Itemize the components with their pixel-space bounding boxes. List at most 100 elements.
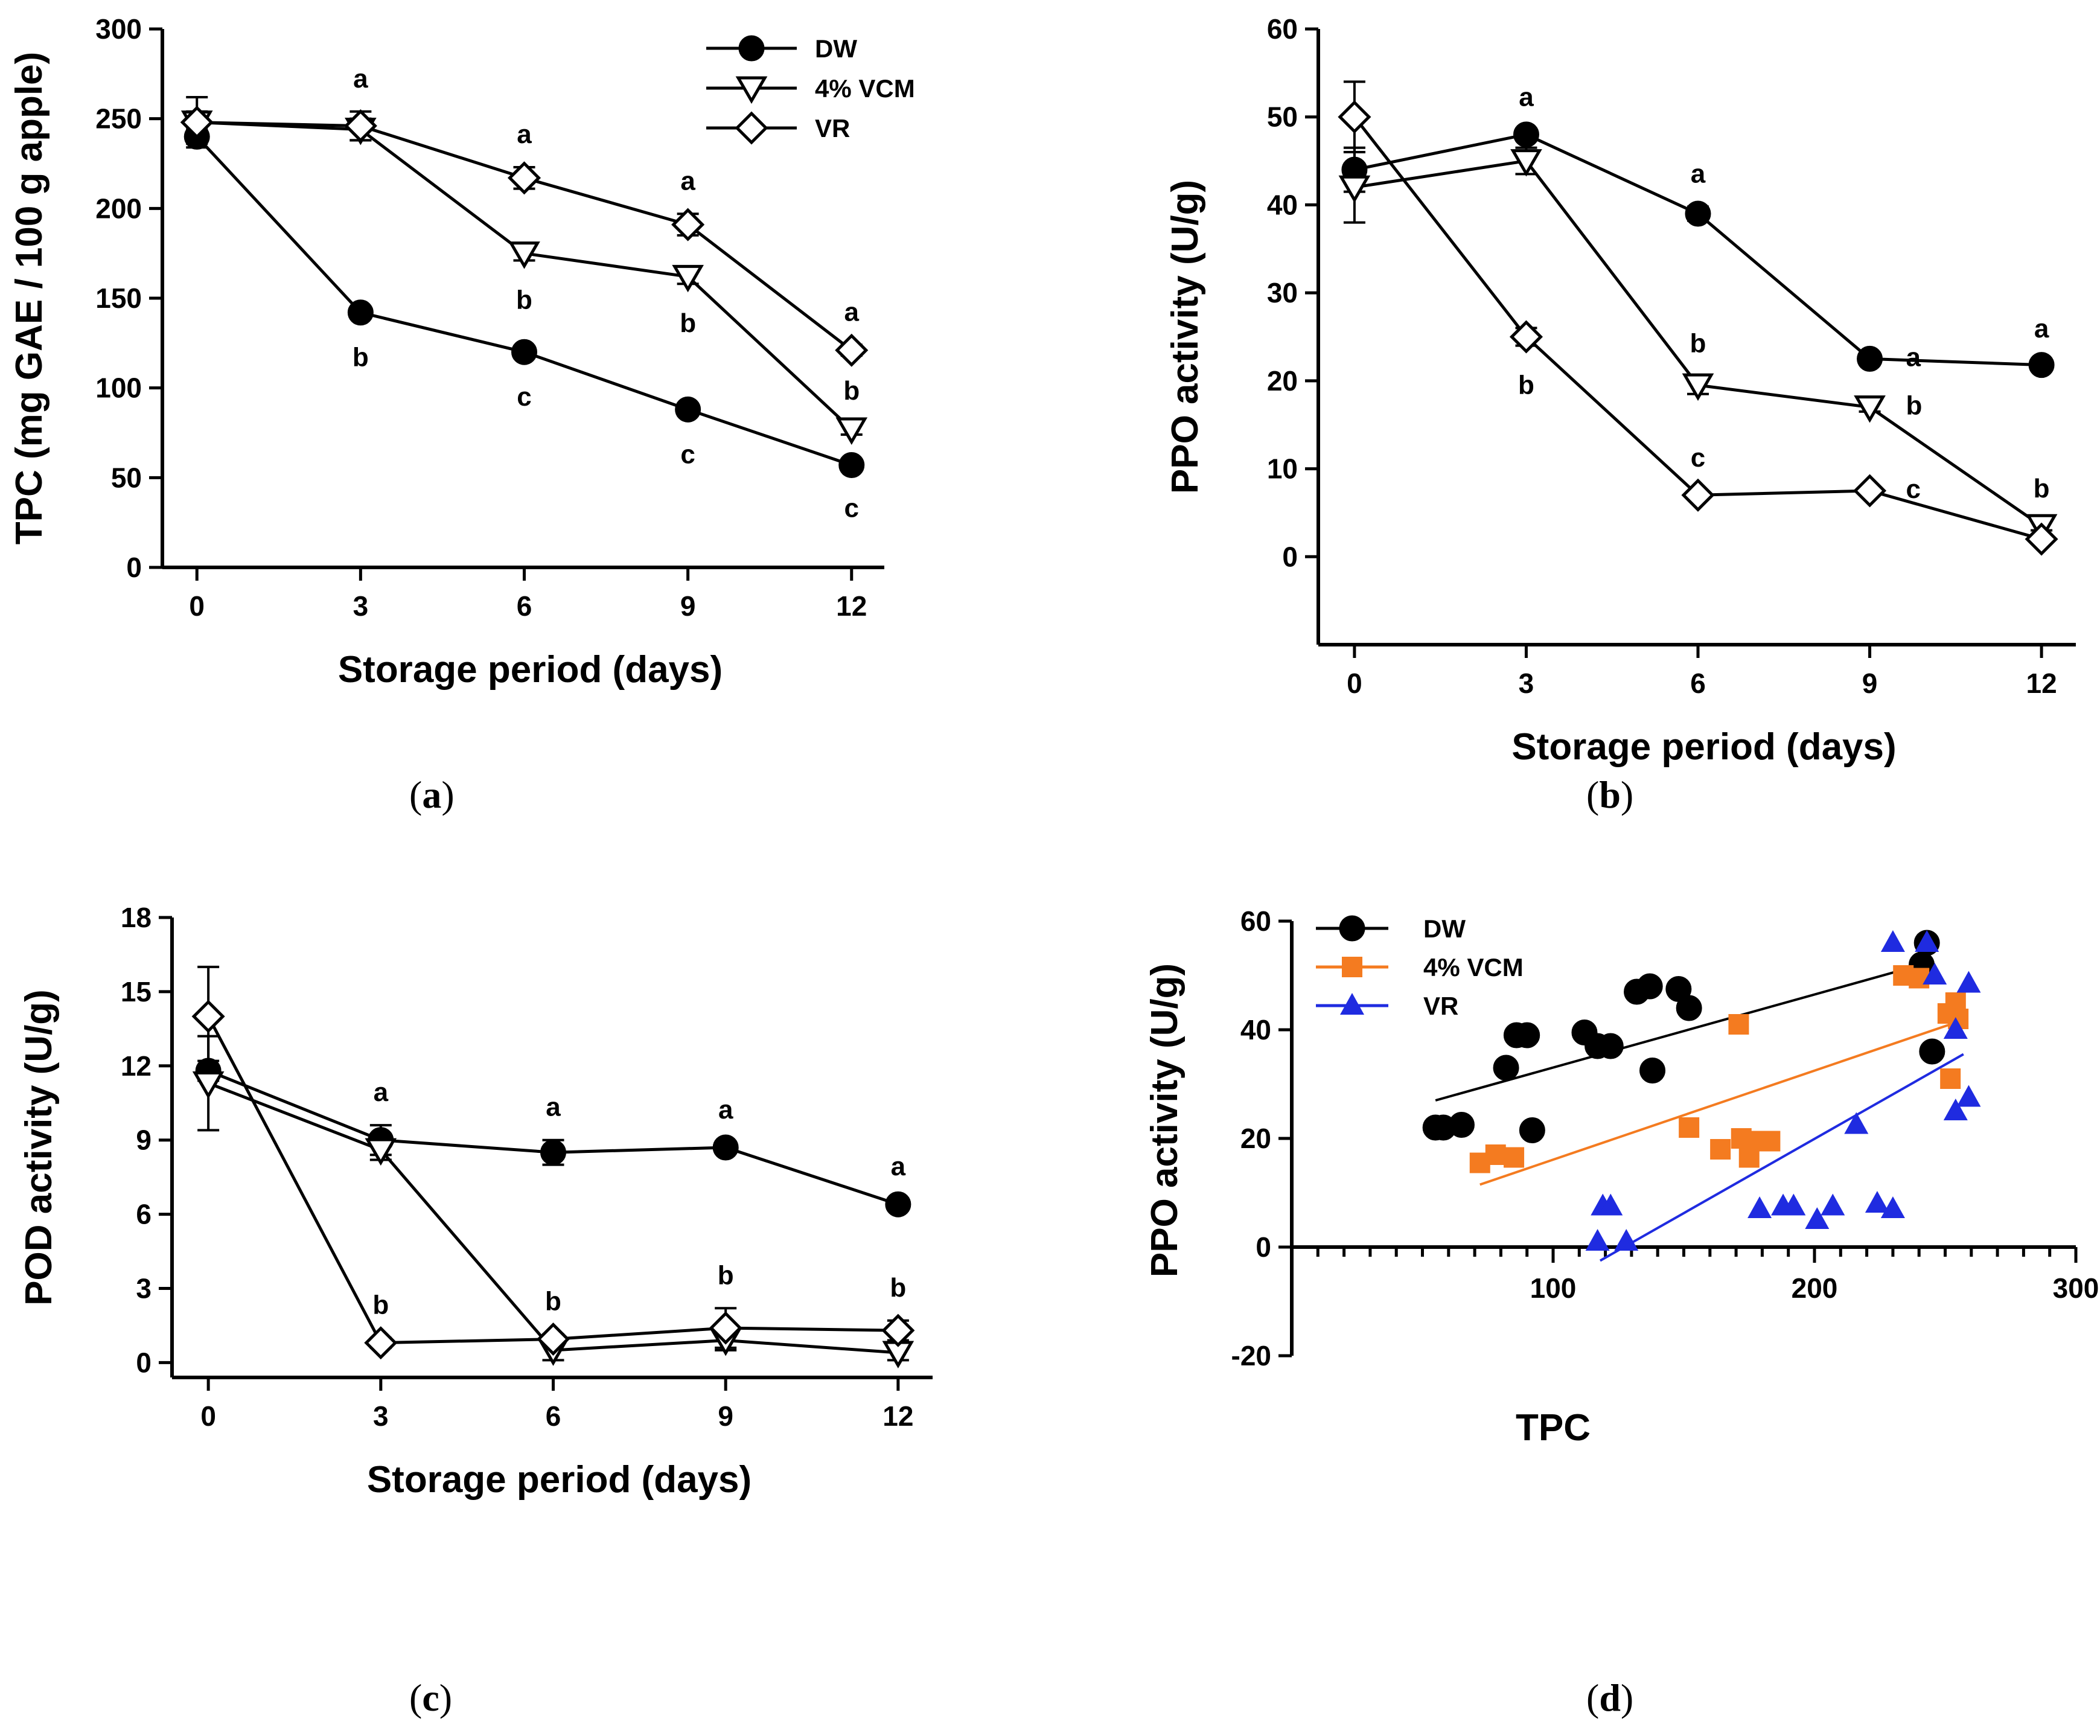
chart-a-series-vr-point [180,106,214,139]
chart-d-series-vr-point [1747,1196,1772,1218]
chart-d-series-4-vcm-point [1679,1117,1700,1138]
chart-a-series-4-vcm-point [835,417,868,445]
chart-d-x-axis-label: TPC [1516,1407,1591,1449]
chart-a-series-vr-point [835,333,869,367]
chart-a-series-vr-letter: a [353,64,368,94]
chart-a-legend-vr-label: VR [815,114,850,142]
chart-a-y-axis-label: TPC (mg GAE / 100 g apple) [8,52,50,544]
chart-d-series-dw-point [1676,995,1702,1021]
caption-d-letter: d [1599,1676,1621,1719]
chart-d-series-4-vcm-point [1485,1144,1506,1165]
chart-c-series-vr-letter: b [890,1273,906,1303]
chart-b-series-4-vcm-point [1854,395,1886,423]
chart-a-legend-vr-marker [735,111,768,145]
chart-b-x-tick-label: 12 [2026,668,2057,699]
chart-a-series-4-vcm-point [508,241,540,269]
chart-c-y-axis-label: POD activity (U/g) [18,989,60,1306]
chart-d-series-4-vcm-point [1760,1131,1781,1152]
chart-b-y-tick-label: 10 [1267,453,1298,485]
chart-a-x-tick-label: 0 [189,590,205,622]
chart-b-y-tick-label: 40 [1267,189,1298,220]
chart-c-y-tick-label: 9 [136,1125,152,1156]
chart-a-series-vr-letter: a [844,297,860,327]
chart-b-y-tick-label: 30 [1267,277,1298,308]
chart-d-series-4-vcm-point [1504,1147,1525,1168]
chart-a-series-4-vcm-point [672,264,704,293]
chart-d-series-dw-point [1597,1033,1624,1059]
chart-a-series-4-vcm-letter: b [843,376,860,406]
chart-a-y-tick-label: 300 [95,13,142,45]
chart-b-y-axis-label: PPO activity (U/g) [1164,180,1206,494]
chart-c-y-tick-label: 12 [121,1050,152,1082]
chart-d-series-4-vcm-fit-line [1479,1023,1951,1186]
chart-a-series-4-vcm-letter: b [516,286,532,315]
chart-b-series-dw-letter: a [1906,342,1921,372]
chart-b-series-vr-point [1509,320,1543,354]
chart-b-series-vr-point [2025,522,2058,556]
chart-b-x-tick-label: 6 [1690,668,1706,699]
chart-c-series-4-vcm-point [192,1071,225,1099]
chart-c-y-tick-label: 15 [121,976,152,1007]
chart-a-series-vr-point [343,109,377,143]
chart-b-series-dw-point [1857,345,1883,372]
chart-a-svg: 0 50 100 150 200 250 300 0 3 6 9 12 Storage period (… [8,13,915,691]
chart-a-y-tick-label: 100 [95,372,142,404]
caption-b: (b) [1586,773,1634,816]
chart-c-x-tick-label: 9 [718,1400,733,1432]
chart-b-series-dw-letter: a [1691,159,1706,188]
chart-b-series-vr-letter: c [1906,474,1921,504]
chart-a-legend-dw-marker [738,35,765,62]
chart-c-series-dw-point [712,1134,739,1161]
chart-c-series-vr-letter: b [718,1260,734,1290]
chart-b-y-tick-label: 50 [1267,101,1298,133]
caption-a: (a) [409,773,455,816]
chart-d-series-dw-point [1514,1022,1540,1048]
chart-d-series-dw-point [1919,1038,1945,1065]
chart-c: 0 3 6 9 12 15 18 0 3 6 9 12 Storage period (days) POD… [0,863,1050,1648]
chart-d-series-4-vcm-point [1710,1139,1731,1160]
chart-c-series-dw-letter: a [891,1152,906,1181]
chart-a-series-vr-point [671,208,705,241]
chart-c-series-dw-point [885,1191,911,1217]
chart-a-series-dw-point [511,339,537,365]
chart-d-x-tick-label: 200 [1792,1272,1838,1304]
chart-a-legend-dw-label: DW [815,34,857,63]
chart-a-series-vr-letter: a [680,166,695,196]
chart-b-series-4-vcm-point [1510,149,1542,177]
chart-d-legend-dw-marker [1339,915,1365,942]
caption-c-letter: c [422,1676,439,1719]
chart-d-legend-4-vcm-label: 4% VCM [1423,953,1524,981]
chart-a-series-dw-letter: b [353,343,369,372]
chart-c-x-tick-label: 3 [373,1400,389,1432]
chart-d-series-dw-point [1636,973,1663,1000]
chart-c-y-tick-label: 3 [136,1273,152,1304]
chart-d-legend-4-vcm-marker [1342,957,1362,977]
chart-b-series-vr-point [1853,474,1887,508]
chart-b-x-axis-label: Storage period (days) [1511,726,1896,768]
chart-d-series-vr-point [1956,1085,1981,1107]
chart-d-series-vr-point [1880,930,1905,952]
chart-a-x-tick-label: 12 [836,590,867,622]
chart-a-series-dw-point [838,452,865,479]
chart-d-series-4-vcm-point [1940,1068,1961,1089]
chart-c-y-tick-label: 0 [136,1347,152,1378]
chart-b-series-vr-letter: c [1691,443,1705,473]
chart-c-series-dw-letter: a [718,1095,733,1125]
chart-d-series-4-vcm-point [1909,968,1930,989]
chart-d-series-vr-point [1865,1191,1889,1213]
chart-c-y-tick-label: 6 [136,1199,152,1230]
chart-d-series-vr-point [1805,1207,1830,1229]
chart-a-series-dw-letter: c [517,382,531,412]
chart-b-y-tick-label: 20 [1267,365,1298,397]
chart-d-y-tick-label: -20 [1231,1340,1271,1371]
chart-c-series-vr-point [881,1313,915,1347]
chart-a-series-vr-point [507,161,541,195]
chart-d-y-tick-label: 60 [1240,905,1271,937]
caption-d: (d) [1586,1676,1634,1719]
chart-d-series-vr-point [1923,963,1947,984]
chart-c-y-tick-label: 18 [121,902,152,933]
chart-b-series-4-vcm-letter: b [1906,391,1923,421]
chart-b-series-dw-point [2028,352,2055,378]
caption-b-letter: b [1599,773,1621,816]
chart-b-svg: 0 10 20 30 40 50 60 0 3 6 9 12 Storage period (days)… [1164,13,2076,768]
